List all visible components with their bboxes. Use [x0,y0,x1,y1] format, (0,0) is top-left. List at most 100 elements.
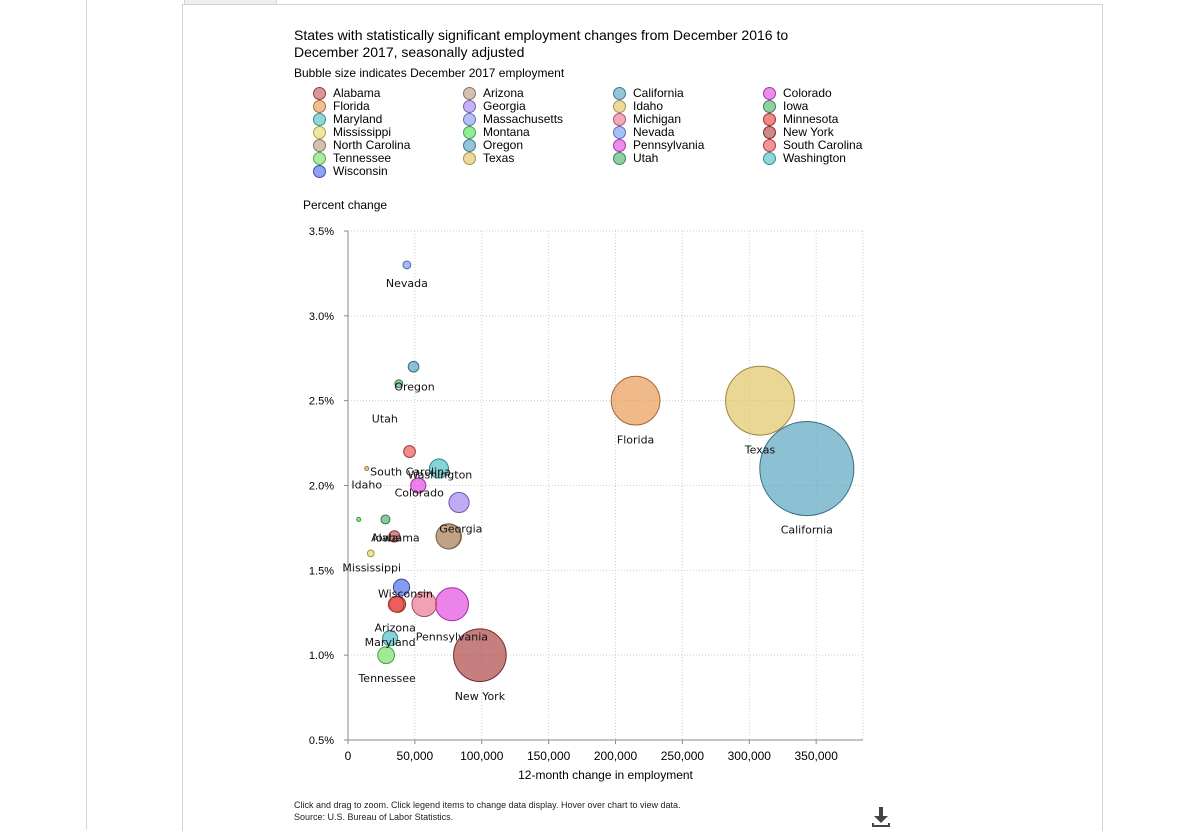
legend-swatch [763,87,776,100]
legend-swatch [613,152,626,165]
tab-stub[interactable] [184,0,277,5]
legend-label: Pennsylvania [633,138,705,152]
bubble-idaho[interactable] [364,466,370,472]
download-icon [872,807,890,827]
chart-legend: Alabama Arizona California Colorado Florida G… [313,87,913,179]
bubble-florida[interactable] [610,375,661,426]
data-label-florida: Florida [617,434,654,447]
legend-label: New York [783,125,834,139]
legend-swatch [763,100,776,113]
data-label-maryland: Maryland [365,636,416,649]
y-tick-label: 0.5% [309,735,334,747]
chart-subtitle: Bubble size indicates December 2017 empl… [294,66,565,80]
y-axis-title: Percent change [303,198,388,212]
x-tick-label: 100,000 [460,749,504,763]
bubble-washington[interactable] [428,458,449,479]
y-tick-label: 3.0% [309,311,334,323]
legend-label: Alabama [333,86,381,100]
data-label-california: California [781,524,833,537]
bubble-pennsylvania[interactable] [434,587,469,622]
bubble-michigan[interactable] [411,591,438,618]
bubble-california[interactable] [759,420,855,517]
bubble-wisconsin[interactable] [392,578,411,596]
legend-label: Georgia [483,99,526,113]
legend-label: Massachusetts [483,112,564,126]
download-button[interactable] [871,806,891,828]
legend-label: South Carolina [783,138,863,152]
legend-label: Nevada [633,125,675,139]
data-label-nevada: Nevada [386,277,428,290]
data-label-wisconsin: Wisconsin [378,587,433,600]
bubble-iowa[interactable] [380,514,391,525]
y-tick-label: 3.5% [309,226,334,238]
legend-label: Idaho [633,99,664,113]
data-label-oregon: Oregon [394,381,434,394]
legend-label: Tennessee [333,151,392,165]
data-label-mississippi: Mississippi [342,561,401,574]
page-frame-line [86,0,87,830]
legend-label: Minnesota [783,112,839,126]
legend-label: Maryland [333,112,383,126]
y-tick-label: 2.5% [309,396,334,408]
x-axis-title: 12-month change in employment [518,768,693,782]
data-label-texas: Texas [744,444,776,457]
legend-label: Montana [483,125,530,139]
bubble-arizona[interactable] [387,595,405,613]
legend-swatch [313,126,326,139]
bubble-new-york[interactable] [453,628,507,682]
y-tick-label: 1.0% [309,650,334,662]
x-tick-label: 0 [345,749,352,763]
bubble-massachusetts[interactable] [448,491,470,514]
bubble-colorado[interactable] [410,477,427,494]
bubble-mississippi[interactable] [366,549,375,558]
legend-label: California [633,86,684,100]
bubble-utah[interactable] [394,379,404,389]
bubble-north-carolina[interactable] [435,523,462,550]
chart-panel [182,4,1103,831]
data-label-arizona: Arizona [374,621,415,634]
legend-swatch [613,126,626,139]
data-label-iowa: Iowa [373,531,399,544]
data-label-pennsylvania: Pennsylvania [416,630,488,643]
x-tick-label: 350,000 [794,749,838,763]
data-label-utah: Utah [372,413,398,426]
data-label-idaho: Idaho [351,479,382,492]
legend-swatch [463,152,476,165]
legend-label: Michigan [633,112,682,126]
x-tick-label: 300,000 [728,749,772,763]
data-label-south-carolina: South Carolina [370,466,451,479]
legend-swatch [763,152,776,165]
legend-label: Colorado [783,86,832,100]
legend-swatch [463,113,476,126]
x-tick-label: 250,000 [661,749,705,763]
legend-label: Utah [633,151,659,165]
bubble-oregon[interactable] [407,360,420,373]
legend-swatch [463,139,476,152]
legend-label: North Carolina [333,138,411,152]
legend-label: Arizona [483,86,524,100]
bubble-nevada[interactable] [402,260,412,270]
data-label-washington: Washington [408,469,473,482]
legend-label: Texas [483,151,515,165]
legend-swatch [613,87,626,100]
data-label-alabama: Alabama [371,531,420,544]
legend-swatch [313,100,326,113]
legend-swatch [763,113,776,126]
bubble-south-carolina[interactable] [403,445,416,458]
legend-label: Iowa [783,99,809,113]
x-tick-label: 150,000 [527,749,571,763]
bubble-texas[interactable] [725,365,795,436]
bubble-alabama[interactable] [388,530,401,543]
bubble-maryland[interactable] [382,630,399,647]
legend-swatch [613,139,626,152]
legend-label: Florida [333,99,370,113]
legend-swatch [463,100,476,113]
footnote-source: Source: U.S. Bureau of Labor Statistics. [294,812,454,822]
y-tick-label: 2.0% [309,481,334,493]
bubble-montana[interactable] [356,516,362,522]
x-tick-label: 50,000 [397,749,434,763]
footnote-instructions: Click and drag to zoom. Click legend ite… [294,800,681,810]
y-tick-label: 1.5% [309,565,334,577]
bubble-tennessee[interactable] [377,646,396,665]
